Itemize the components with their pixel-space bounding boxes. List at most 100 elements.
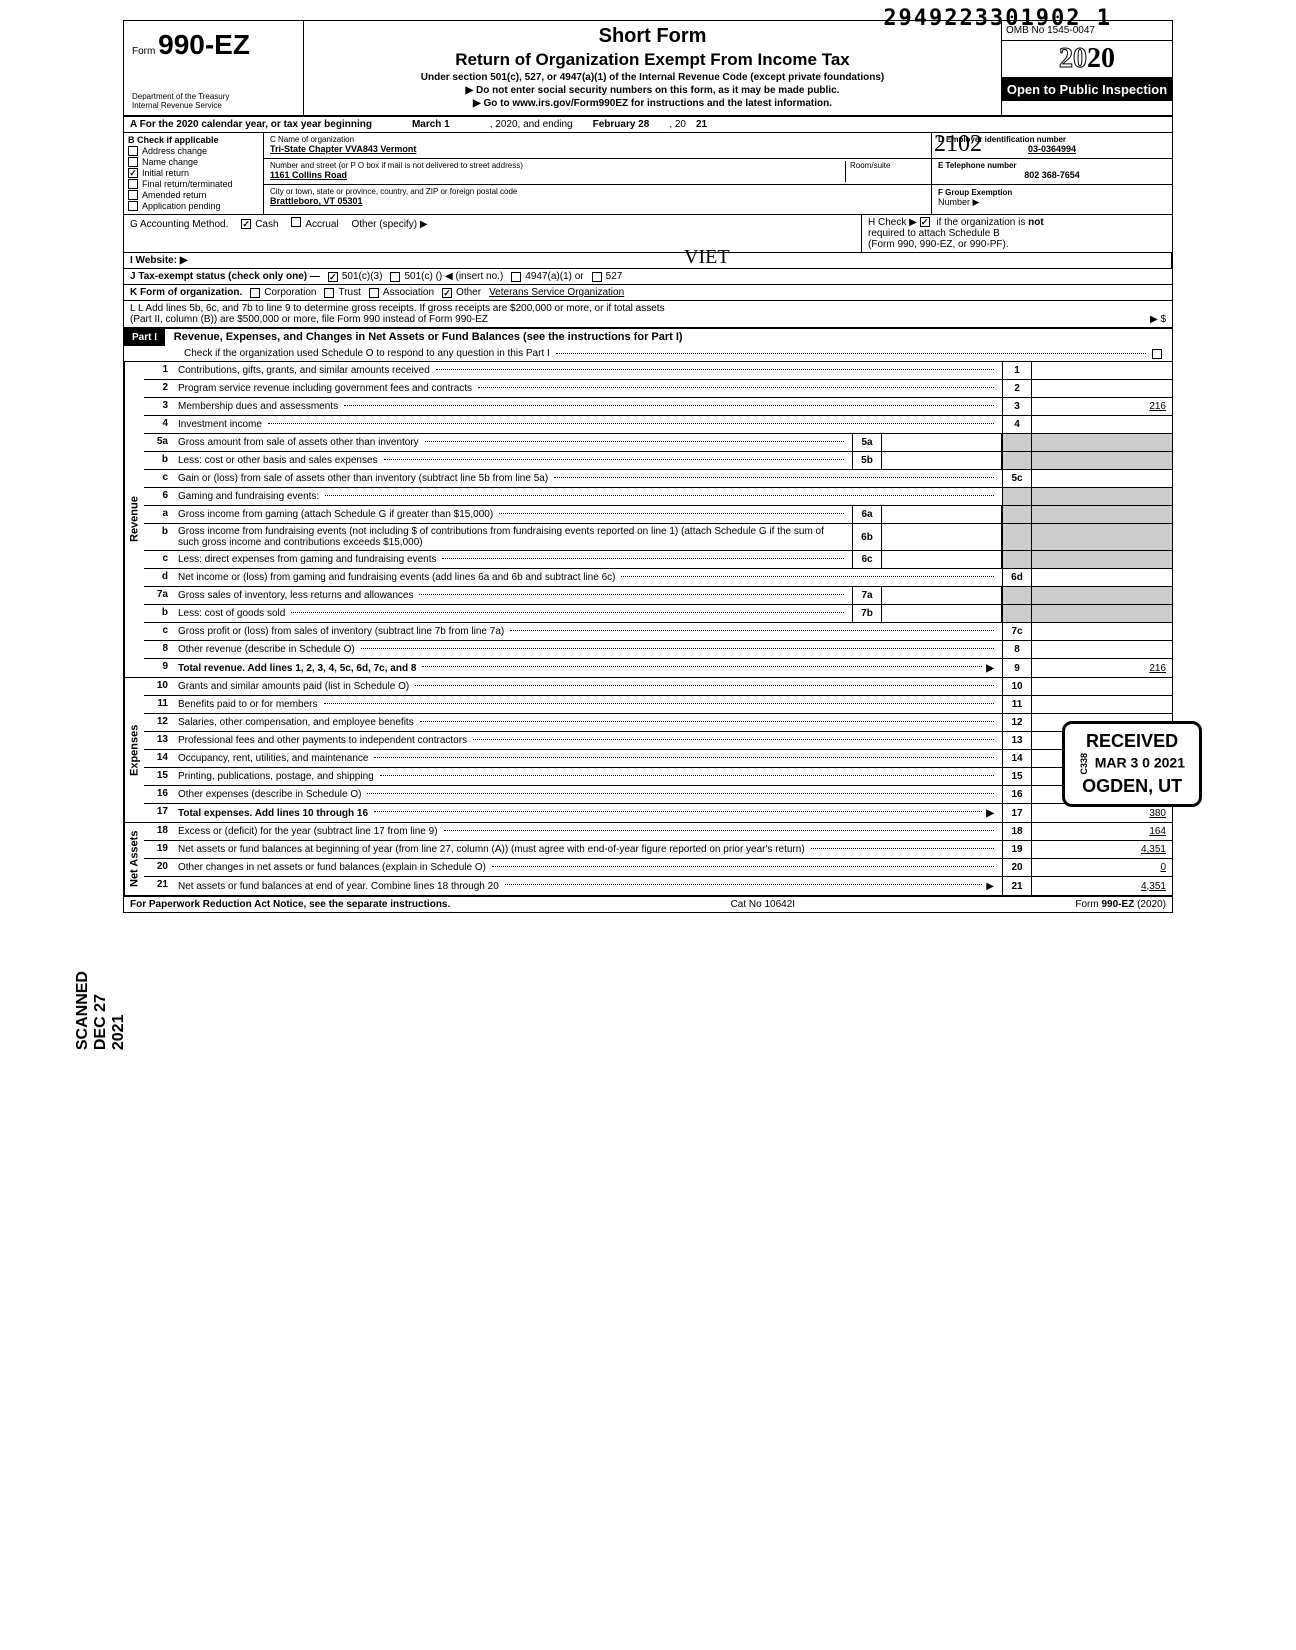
row-i: I Website: ▶ bbox=[124, 253, 1172, 269]
g-cash: Cash bbox=[255, 219, 278, 230]
end-value[interactable] bbox=[1032, 470, 1172, 487]
table-row: cLess: direct expenses from gaming and f… bbox=[144, 551, 1172, 569]
row-j: J Tax-exempt status (check only one) — ✓… bbox=[124, 269, 1172, 285]
table-row: 11Benefits paid to or for members11 bbox=[144, 696, 1172, 714]
received-stamp: RECEIVED C338 MAR 3 0 2021 OGDEN, UT bbox=[1062, 721, 1202, 807]
expenses-body: 10Grants and similar amounts paid (list … bbox=[144, 678, 1172, 822]
j-opt2: 501(c) ( bbox=[404, 271, 438, 282]
e-label: E Telephone number bbox=[938, 161, 1166, 170]
cb-application-pending[interactable]: Application pending bbox=[128, 201, 259, 211]
end-line-number: 13 bbox=[1002, 732, 1032, 749]
end-line-number: 7c bbox=[1002, 623, 1032, 640]
line-number: 17 bbox=[144, 804, 174, 822]
cb-initial-return[interactable]: ✓Initial return bbox=[128, 168, 259, 178]
j-label: J Tax-exempt status (check only one) — bbox=[130, 271, 320, 282]
line-number: c bbox=[144, 551, 174, 568]
line-text: Salaries, other compensation, and employ… bbox=[174, 714, 1002, 731]
end-value[interactable] bbox=[1032, 362, 1172, 379]
line-number: 4 bbox=[144, 416, 174, 433]
end-line-number: 1 bbox=[1002, 362, 1032, 379]
end-num-shaded bbox=[1002, 524, 1032, 550]
handwritten-year: 2102 bbox=[934, 131, 982, 158]
end-value[interactable]: 216 bbox=[1032, 398, 1172, 415]
end-line-number: 21 bbox=[1002, 877, 1032, 895]
line-number: b bbox=[144, 605, 174, 622]
cb-final-return[interactable]: Final return/terminated bbox=[128, 179, 259, 189]
end-value[interactable]: 4,351 bbox=[1032, 841, 1172, 858]
line-text: Other changes in net assets or fund bala… bbox=[174, 859, 1002, 876]
end-num-shaded bbox=[1002, 434, 1032, 451]
end-value[interactable] bbox=[1032, 696, 1172, 713]
k-other-val: Veterans Service Organization bbox=[489, 287, 624, 298]
cb-address-change[interactable]: Address change bbox=[128, 146, 259, 156]
end-line-number: 17 bbox=[1002, 804, 1032, 822]
mid-line-number: 7a bbox=[852, 587, 882, 604]
line-text: Gross income from fundraising events (no… bbox=[174, 524, 852, 550]
mid-value[interactable] bbox=[882, 605, 1002, 622]
mid-value[interactable] bbox=[882, 434, 1002, 451]
end-value[interactable] bbox=[1032, 623, 1172, 640]
table-row: 6Gaming and fundraising events: bbox=[144, 488, 1172, 506]
end-val-shaded bbox=[1032, 506, 1172, 523]
i-label: I Website: ▶ bbox=[130, 255, 188, 266]
mid-value[interactable] bbox=[882, 452, 1002, 469]
mid-value[interactable] bbox=[882, 506, 1002, 523]
end-value[interactable]: 164 bbox=[1032, 823, 1172, 840]
mid-value[interactable] bbox=[882, 587, 1002, 604]
mid-value[interactable] bbox=[882, 551, 1002, 568]
line-text: Total revenue. Add lines 1, 2, 3, 4, 5c,… bbox=[174, 659, 1002, 677]
line-text: Excess or (deficit) for the year (subtra… bbox=[174, 823, 1002, 840]
end-line-number: 16 bbox=[1002, 786, 1032, 803]
end-line-number: 11 bbox=[1002, 696, 1032, 713]
table-row: 3Membership dues and assessments3216 bbox=[144, 398, 1172, 416]
addr-label: Number and street (or P O box if mail is… bbox=[270, 161, 845, 170]
end-value[interactable]: 4,351 bbox=[1032, 877, 1172, 895]
info-grid: B Check if applicable Address change Nam… bbox=[124, 133, 1172, 215]
end-value[interactable] bbox=[1032, 416, 1172, 433]
line-text: Benefits paid to or for members bbox=[174, 696, 1002, 713]
table-row: cGain or (loss) from sale of assets othe… bbox=[144, 470, 1172, 488]
table-row: 1Contributions, gifts, grants, and simil… bbox=[144, 362, 1172, 380]
end-value[interactable] bbox=[1032, 569, 1172, 586]
row-a-label: A For the 2020 calendar year, or tax yea… bbox=[130, 119, 372, 130]
received-date: MAR 3 0 2021 bbox=[1095, 755, 1185, 771]
expenses-label: Expenses bbox=[124, 678, 144, 822]
g-label: G Accounting Method. bbox=[130, 219, 228, 230]
city: Brattleboro, VT 05301 bbox=[270, 196, 925, 206]
table-row: 19Net assets or fund balances at beginni… bbox=[144, 841, 1172, 859]
received-code: C338 bbox=[1079, 753, 1091, 775]
mid-line-number: 5a bbox=[852, 434, 882, 451]
cb-amended[interactable]: Amended return bbox=[128, 190, 259, 200]
cb-name-change[interactable]: Name change bbox=[128, 157, 259, 167]
h-text1: if the organization is bbox=[936, 217, 1025, 228]
end-value[interactable] bbox=[1032, 678, 1172, 695]
end-line-number: 15 bbox=[1002, 768, 1032, 785]
footer-mid: Cat No 10642I bbox=[731, 899, 796, 910]
line-text: Program service revenue including govern… bbox=[174, 380, 1002, 397]
end-line-number: 19 bbox=[1002, 841, 1032, 858]
part1-checkbox[interactable] bbox=[1152, 349, 1162, 359]
form-page: 2949223301902 1 2102 VIET SCANNED DEC 27… bbox=[123, 20, 1173, 913]
line-text: Investment income bbox=[174, 416, 1002, 433]
end-value[interactable]: 216 bbox=[1032, 659, 1172, 677]
end-line-number: 18 bbox=[1002, 823, 1032, 840]
subtitle: Under section 501(c), 527, or 4947(a)(1)… bbox=[312, 72, 993, 83]
line-number: 10 bbox=[144, 678, 174, 695]
mid-value[interactable] bbox=[882, 524, 1002, 550]
table-row: 21Net assets or fund balances at end of … bbox=[144, 877, 1172, 895]
f-sub: Number ▶ bbox=[938, 197, 979, 207]
open-to-public: Open to Public Inspection bbox=[1002, 78, 1172, 101]
table-row: bGross income from fundraising events (n… bbox=[144, 524, 1172, 551]
table-row: aGross income from gaming (attach Schedu… bbox=[144, 506, 1172, 524]
end-value[interactable]: 0 bbox=[1032, 859, 1172, 876]
line-number: d bbox=[144, 569, 174, 586]
line-number: 5a bbox=[144, 434, 174, 451]
end-value[interactable] bbox=[1032, 380, 1172, 397]
header-right: OMB No 1545-0047 20202020 Open to Public… bbox=[1002, 21, 1172, 115]
handwritten-viet: VIET bbox=[684, 246, 730, 269]
end-value[interactable] bbox=[1032, 641, 1172, 658]
h-text3: required to attach Schedule B bbox=[868, 228, 1000, 239]
revenue-body: 1Contributions, gifts, grants, and simil… bbox=[144, 362, 1172, 677]
line-number: c bbox=[144, 470, 174, 487]
line-number: 19 bbox=[144, 841, 174, 858]
